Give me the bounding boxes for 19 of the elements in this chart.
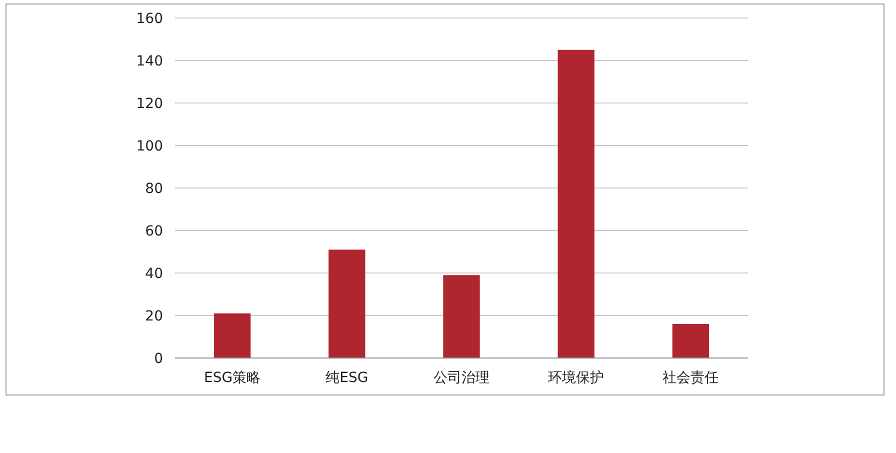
- x-tick-label: 公司治理: [434, 370, 490, 386]
- y-tick-label: 100: [136, 138, 163, 154]
- x-tick-label: 纯ESG: [326, 370, 368, 386]
- x-tick-label: 社会责任: [662, 370, 719, 386]
- y-tick-label: 120: [136, 96, 163, 112]
- y-tick-label: 140: [136, 53, 163, 70]
- bar: [214, 313, 251, 358]
- x-tick-label: 环境保护: [548, 370, 604, 386]
- y-tick-label: 0: [154, 350, 163, 367]
- bar: [328, 250, 366, 358]
- bar: [672, 324, 710, 358]
- y-tick-label: 80: [145, 180, 163, 197]
- y-tick-label: 60: [145, 223, 163, 240]
- y-tick-label: 40: [145, 266, 163, 282]
- bar: [443, 275, 480, 358]
- x-tick-label: ESG策略: [204, 370, 261, 386]
- y-tick-label: 20: [145, 308, 163, 324]
- bar: [558, 50, 594, 358]
- y-tick-label: 160: [136, 10, 163, 27]
